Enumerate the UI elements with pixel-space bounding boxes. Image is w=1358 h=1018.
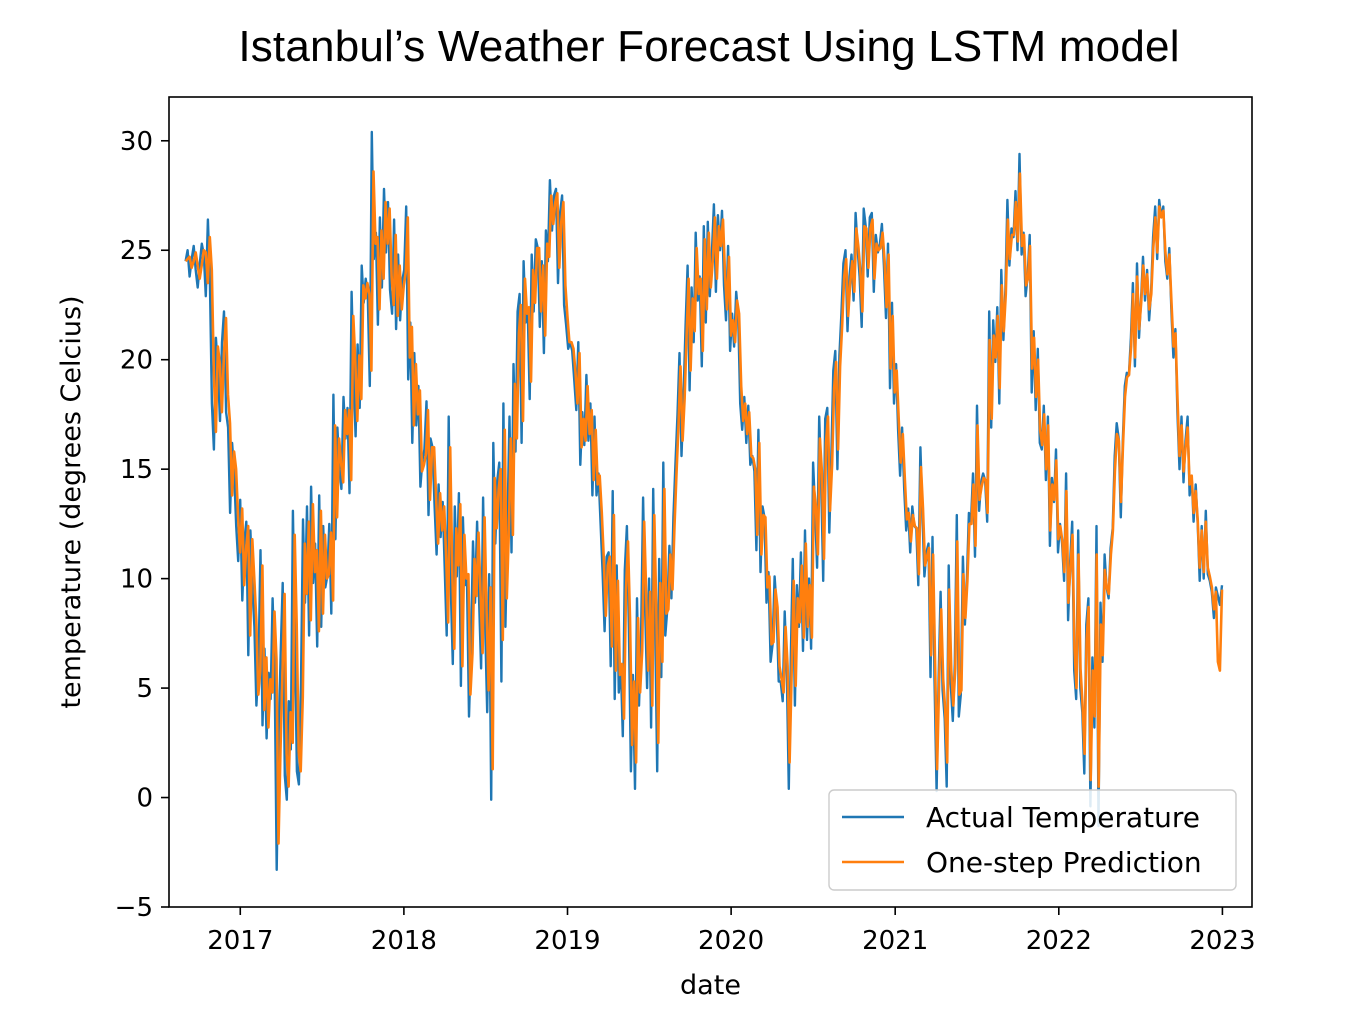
y-axis-label: temperature (degrees Celcius) (56, 295, 87, 708)
x-tick-label: 2022 (1026, 926, 1092, 956)
y-tick-label: 25 (120, 236, 153, 266)
x-tick-label: 2018 (371, 926, 437, 956)
x-tick-label: 2019 (534, 926, 600, 956)
y-tick-label: 20 (120, 346, 153, 376)
y-tick-label: 5 (136, 674, 153, 704)
y-tick-label: 0 (136, 784, 153, 814)
legend-label-actual: Actual Temperature (926, 801, 1200, 834)
x-tick-label: 2021 (862, 926, 928, 956)
legend-box (828, 789, 1237, 891)
chart-title: Istanbul’s Weather Forecast Using LSTM m… (238, 22, 1180, 71)
ticks-layer: −5 0 5 10 15 20 25 30 2017 2018 2019 2020 2021 2022 20… (115, 127, 1256, 956)
axes-frame (168, 96, 1253, 908)
series-layer (184, 130, 1224, 871)
legend-label-prediction: One-step Prediction (926, 846, 1202, 879)
x-tick-label: 2017 (207, 926, 273, 956)
x-tick-label: 2020 (698, 926, 764, 956)
y-tick-label: 30 (120, 127, 153, 157)
x-axis-label: date (680, 970, 741, 1001)
legend: Actual Temperature One-step Prediction (828, 789, 1237, 891)
y-tick-label: 10 (120, 565, 153, 595)
series-one-step-prediction (184, 170, 1224, 845)
y-tick-label: 15 (120, 455, 153, 485)
x-tick-label: 2023 (1189, 926, 1255, 956)
y-tick-label: −5 (115, 893, 153, 923)
